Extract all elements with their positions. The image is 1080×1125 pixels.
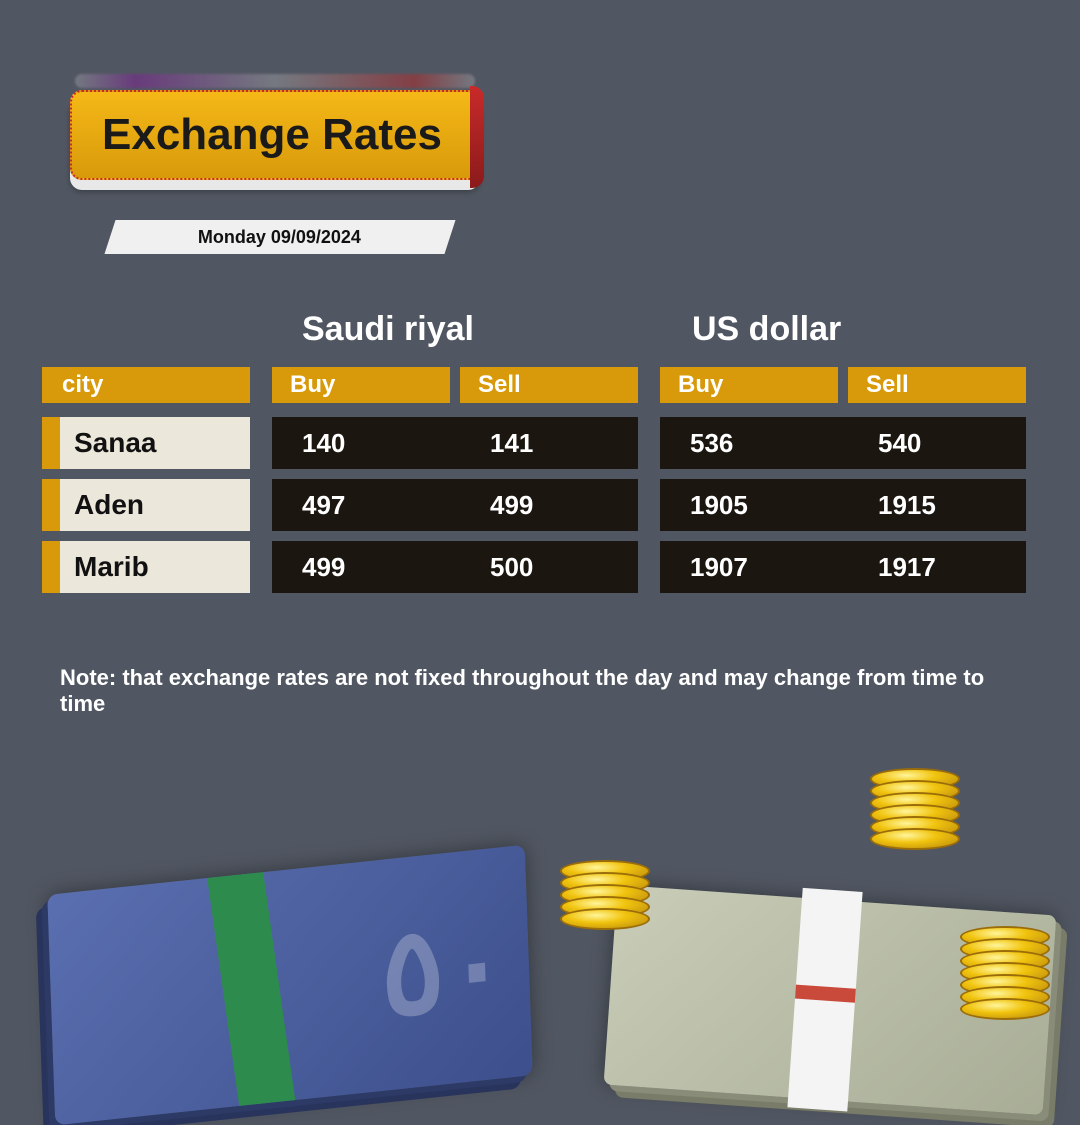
title-banner: Exchange Rates xyxy=(70,90,480,180)
city-cell: Sanaa xyxy=(42,417,250,469)
sar-sell-value: 141 xyxy=(460,417,638,469)
date-ribbon: Monday 09/09/2024 xyxy=(104,220,455,254)
rates-table: Saudi riyal US dollar city Buy Sell Buy … xyxy=(42,310,1038,603)
usd-block: 1907 1917 xyxy=(660,541,1026,593)
sar-buy-value: 140 xyxy=(272,417,450,469)
coin-stack-icon xyxy=(870,778,960,850)
city-cell: Aden xyxy=(42,479,250,531)
page-title: Exchange Rates xyxy=(102,110,442,160)
sar-header-block: Buy Sell xyxy=(272,367,638,403)
sar-buy-value: 499 xyxy=(272,541,450,593)
table-row: Sanaa 140 141 536 540 xyxy=(42,417,1038,469)
riyal-denomination: ٥٠ xyxy=(378,892,511,1045)
currency-header-usd: US dollar xyxy=(662,310,841,349)
table-row: Marib 499 500 1907 1917 xyxy=(42,541,1038,593)
sar-block: 497 499 xyxy=(272,479,638,531)
table-row: Aden 497 499 1905 1915 xyxy=(42,479,1038,531)
riyal-banknote-icon: ٥٠ xyxy=(47,845,532,1125)
currency-header-sar: Saudi riyal xyxy=(272,310,662,349)
spacer xyxy=(42,310,272,349)
coin-stack-icon xyxy=(960,936,1050,1020)
date-text: Monday 09/09/2024 xyxy=(198,227,361,248)
sar-buy-value: 497 xyxy=(272,479,450,531)
usd-header-block: Buy Sell xyxy=(660,367,1026,403)
usd-sell-value: 1915 xyxy=(848,479,1026,531)
city-cell: Marib xyxy=(42,541,250,593)
sar-buy-header: Buy xyxy=(272,367,450,403)
column-header-row: city Buy Sell Buy Sell xyxy=(42,367,1038,403)
sar-sell-header: Sell xyxy=(460,367,638,403)
usd-buy-value: 1905 xyxy=(660,479,838,531)
city-column-header: city xyxy=(42,367,250,403)
usd-sell-value: 540 xyxy=(848,417,1026,469)
usd-buy-value: 1907 xyxy=(660,541,838,593)
usd-buy-header: Buy xyxy=(660,367,838,403)
disclaimer-note: Note: that exchange rates are not fixed … xyxy=(60,665,1020,717)
currency-header-row: Saudi riyal US dollar xyxy=(42,310,1038,349)
usd-block: 1905 1915 xyxy=(660,479,1026,531)
dollar-band-icon xyxy=(787,888,862,1112)
sar-block: 499 500 xyxy=(272,541,638,593)
sar-block: 140 141 xyxy=(272,417,638,469)
sar-sell-value: 499 xyxy=(460,479,638,531)
usd-sell-value: 1917 xyxy=(848,541,1026,593)
usd-buy-value: 536 xyxy=(660,417,838,469)
riyal-band-icon xyxy=(206,860,296,1118)
usd-block: 536 540 xyxy=(660,417,1026,469)
sar-sell-value: 500 xyxy=(460,541,638,593)
usd-sell-header: Sell xyxy=(848,367,1026,403)
coin-stack-icon xyxy=(560,870,650,930)
